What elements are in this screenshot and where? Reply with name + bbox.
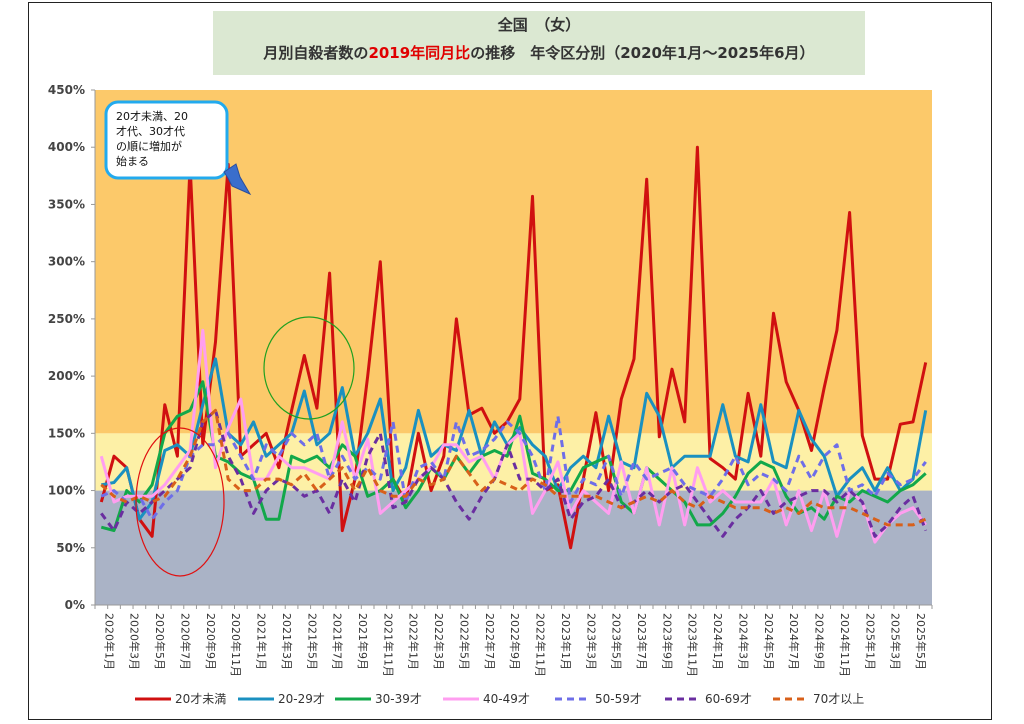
- series-line-6: [100, 408, 927, 527]
- x-tick-label: 2020年7月: [178, 613, 192, 670]
- x-tick-label: 2024年5月: [762, 613, 776, 670]
- y-tick-label: 400%: [48, 140, 85, 154]
- annotation-callout: [104, 100, 229, 180]
- x-tick-label: 2023年5月: [610, 613, 624, 670]
- highlight-ellipse-2020: [135, 427, 225, 577]
- x-tick-label: 2020年11月: [229, 613, 243, 677]
- x-tick-label: 2024年7月: [787, 613, 801, 670]
- x-tick-label: 2023年9月: [660, 613, 674, 670]
- x-tick-label: 2025年3月: [889, 613, 903, 670]
- plot-band-0: [95, 490, 932, 605]
- series-line-3: [99, 328, 927, 544]
- title-line2-pre: 月別自殺者数の: [263, 44, 369, 62]
- y-tick-label: 0%: [65, 598, 85, 612]
- y-tick-label: 300%: [48, 255, 85, 269]
- plot-band-2: [95, 90, 932, 434]
- x-tick-label: 2022年9月: [508, 613, 522, 670]
- highlight-ellipse-2021: [263, 316, 355, 420]
- legend-label-0: 20才未満: [175, 692, 226, 706]
- chart-title-box: 全国 （女） 月別自殺者数の2019年同月比の推移 年令区分別（2020年1月～…: [213, 11, 865, 75]
- legend-label-2: 30-39才: [375, 692, 422, 706]
- legend-label-6: 70才以上: [813, 692, 864, 706]
- x-tick-label: 2024年9月: [813, 613, 827, 670]
- annotation-text-line: 始まる: [116, 154, 149, 168]
- annotation-arrow: [223, 163, 252, 196]
- x-tick-label: 2023年3月: [584, 613, 598, 670]
- x-tick-label: 2024年11月: [838, 613, 852, 677]
- legend-label-3: 40-49才: [483, 692, 530, 706]
- x-tick-label: 2022年3月: [432, 613, 446, 670]
- legend-label-1: 20-29才: [278, 692, 325, 706]
- series-line-0: [99, 145, 928, 550]
- x-tick-label: 2023年1月: [559, 613, 573, 670]
- title-line2-post: の推移 年令区分別（2020年1月～2025年6月）: [470, 44, 815, 62]
- x-tick-label: 2022年7月: [483, 613, 497, 670]
- x-tick-label: 2024年3月: [736, 613, 750, 670]
- x-tick-label: 2025年5月: [914, 613, 928, 670]
- annotation-text-line: 才代、30才代: [116, 124, 185, 138]
- y-tick-label: 450%: [48, 83, 85, 97]
- x-tick-label: 2021年9月: [356, 613, 370, 670]
- legend-label-5: 60-69才: [705, 692, 752, 706]
- legend-label-4: 50-59才: [595, 692, 642, 706]
- x-tick-label: 2023年7月: [635, 613, 649, 670]
- y-tick-label: 350%: [48, 197, 85, 211]
- x-tick-label: 2020年9月: [204, 613, 218, 670]
- x-tick-label: 2021年5月: [305, 613, 319, 670]
- x-tick-label: 2022年11月: [534, 613, 548, 677]
- title-line2-highlight: 2019年同月比: [368, 44, 471, 62]
- x-tick-label: 2021年3月: [280, 613, 294, 670]
- x-tick-label: 2021年7月: [331, 613, 345, 670]
- x-tick-label: 2021年11月: [381, 613, 395, 677]
- x-tick-label: 2020年5月: [153, 613, 167, 670]
- x-tick-label: 2022年5月: [457, 613, 471, 670]
- chart-title-line2: 月別自殺者数の2019年同月比の推移 年令区分別（2020年1月～2025年6月…: [213, 39, 865, 67]
- y-tick-label: 50%: [56, 541, 85, 555]
- annotation-text-line: 20才未満、20: [116, 109, 188, 123]
- chart-title-line1: 全国 （女）: [497, 16, 581, 34]
- x-tick-label: 2020年3月: [128, 613, 142, 670]
- y-tick-label: 100%: [48, 484, 85, 498]
- x-tick-label: 2025年1月: [863, 613, 877, 670]
- x-tick-label: 2022年1月: [407, 613, 421, 670]
- y-tick-label: 250%: [48, 312, 85, 326]
- y-tick-label: 200%: [48, 369, 85, 383]
- annotation-text-line: の順に増加が: [116, 139, 182, 153]
- x-tick-label: 2021年1月: [255, 613, 269, 670]
- x-tick-label: 2020年1月: [102, 613, 116, 670]
- x-tick-label: 2024年1月: [711, 613, 725, 670]
- series-line-2: [100, 380, 927, 533]
- x-tick-label: 2023年11月: [686, 613, 700, 677]
- y-tick-label: 150%: [48, 426, 85, 440]
